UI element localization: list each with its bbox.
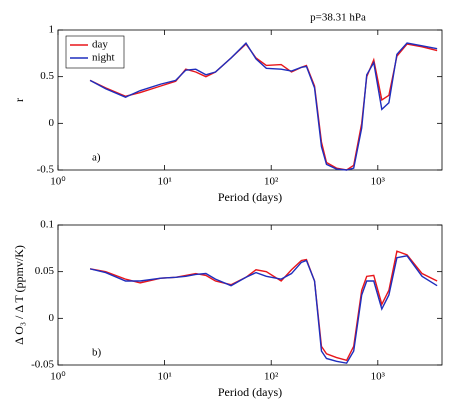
- y-tick-label: 0: [49, 312, 55, 324]
- x-tick-label: 10⁰: [50, 176, 66, 188]
- data-line: [89, 41, 438, 171]
- x-axis-label: Period (days): [218, 190, 282, 204]
- panel: 10⁰ 10¹ 10² 10³ -0.5 0 0.5 1 Period (days) r a) p=3…: [12, 12, 443, 204]
- x-tick-label: 10²: [264, 371, 279, 383]
- legend-label: day: [92, 39, 108, 51]
- annotation: p=38.31 hPa: [310, 12, 366, 24]
- panel: 10⁰ 10¹ 10² 10³ -0.05 0 0.05 0.1 Period (days) Δ …: [12, 219, 443, 399]
- y-axis-label: Δ O₃ / Δ T (ppmv/K): [12, 245, 26, 345]
- legend-label: night: [92, 52, 115, 64]
- y-tick-label: 1: [49, 24, 55, 36]
- y-tick-label: -0.5: [37, 164, 55, 176]
- data-line: [89, 255, 438, 364]
- y-tick-label: 0.1: [40, 219, 54, 231]
- x-tick-label: 10⁰: [50, 371, 66, 383]
- x-axis-label: Period (days): [218, 385, 282, 399]
- axes-frame: [57, 29, 443, 171]
- y-tick-label: 0: [49, 117, 55, 129]
- data-line: [89, 250, 438, 362]
- x-tick-label: 10²: [264, 176, 279, 188]
- x-tick-label: 10¹: [157, 371, 171, 383]
- y-tick-label: 0.05: [35, 265, 55, 277]
- y-tick-label: 0.5: [40, 70, 54, 82]
- panel-label: b): [92, 347, 102, 359]
- x-tick-label: 10¹: [157, 176, 171, 188]
- x-tick-label: 10³: [371, 371, 386, 383]
- axes-frame: [57, 224, 443, 366]
- y-tick-label: -0.05: [31, 359, 54, 371]
- y-axis-label: r: [12, 98, 26, 102]
- legend-box: [65, 35, 125, 69]
- x-tick-label: 10³: [371, 176, 386, 188]
- panel-label: a): [92, 152, 101, 164]
